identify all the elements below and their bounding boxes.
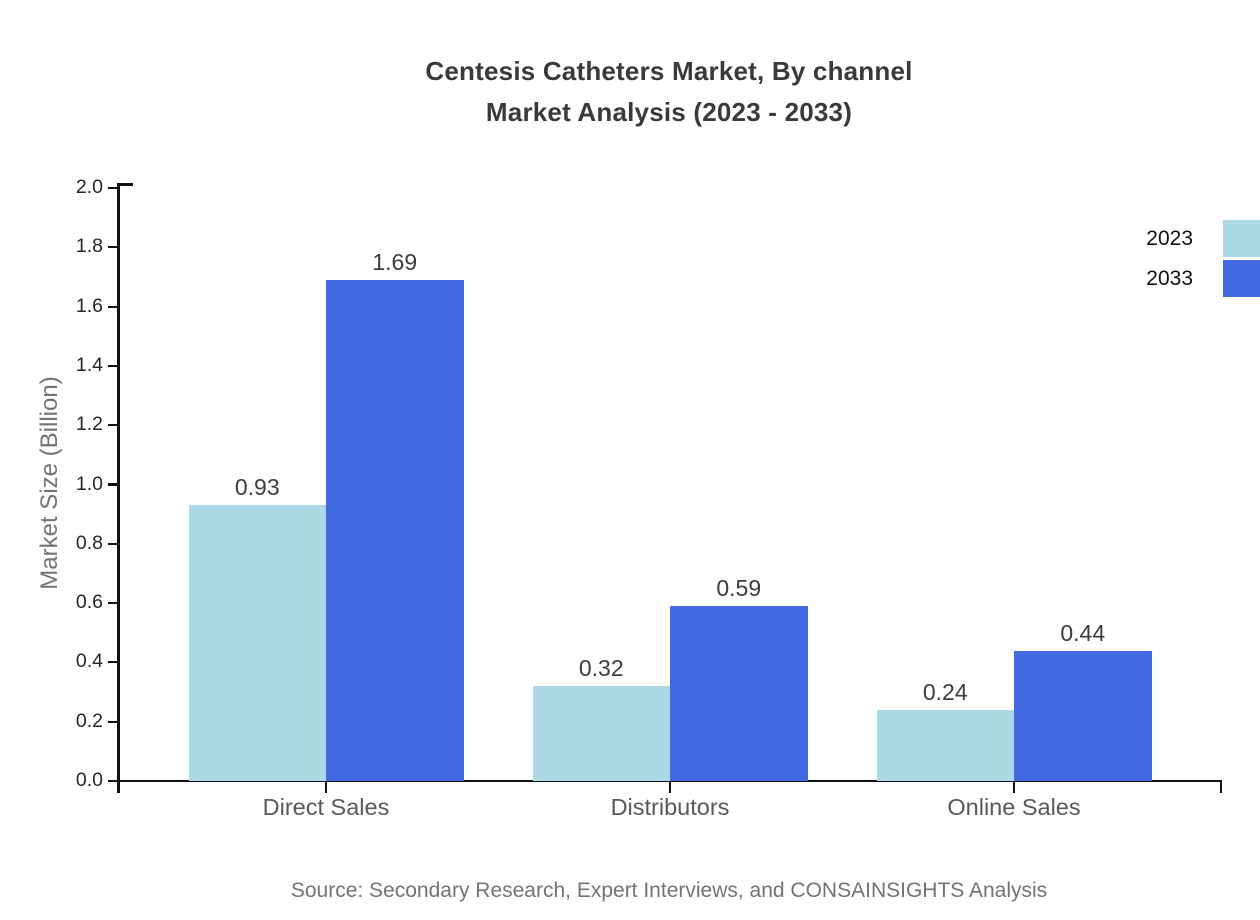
source-text: Source: Secondary Research, Expert Inter… — [290, 879, 1048, 902]
y-axis-tick-label: 1.8 — [75, 235, 103, 258]
y-axis-tick-label: 0.0 — [75, 769, 103, 791]
y-axis-tick-label: 1.6 — [75, 294, 103, 317]
y-axis-tick — [108, 305, 117, 308]
legend-label-2033: 2033 — [1146, 266, 1193, 290]
y-axis-tick — [108, 364, 117, 367]
y-axis-tick — [108, 542, 117, 545]
bar-value-label: 0.32 — [578, 655, 624, 682]
y-axis-tick — [108, 602, 117, 605]
y-axis-tick — [108, 424, 117, 427]
legend: 2023 2033 — [1146, 220, 1260, 297]
x-axis-end-cap — [1219, 779, 1222, 793]
x-category-label-direct-sales: Direct Sales — [262, 794, 390, 820]
x-axis-tick — [668, 781, 672, 793]
bar-2023-direct-sales — [188, 505, 326, 781]
y-axis-tick — [108, 483, 117, 486]
y-axis-label: Market Size (Billion) — [36, 376, 63, 590]
legend-item-2023: 2023 — [1146, 220, 1260, 257]
x-axis-line — [117, 779, 1222, 782]
y-axis-tick-label: 2.0 — [75, 176, 103, 198]
x-axis-tick — [324, 781, 328, 793]
y-axis-tick — [108, 246, 117, 249]
x-category-label-distributors: Distributors — [610, 794, 730, 820]
bar-value-label: 0.24 — [922, 678, 968, 705]
chart-title: Centesis Catheters Market, By channel Ma… — [118, 51, 1220, 133]
legend-swatch-2023 — [1223, 220, 1260, 257]
bar-2023-online-sales — [876, 709, 1014, 781]
y-axis-line — [117, 183, 120, 793]
bar-value-label: 0.59 — [716, 575, 762, 602]
x-category-label-online-sales: Online Sales — [947, 794, 1081, 820]
y-axis-tick-label: 0.4 — [75, 650, 103, 673]
y-axis-tick — [108, 186, 117, 190]
legend-swatch-2033 — [1223, 260, 1260, 297]
bar-value-label: 1.69 — [372, 248, 418, 275]
bar-2033-direct-sales — [326, 279, 464, 781]
bar-value-label: 0.93 — [234, 474, 280, 501]
bar-2033-distributors — [670, 606, 808, 781]
y-axis-tick — [108, 661, 117, 664]
chart-title-line2: Market Analysis (2023 - 2033) — [485, 97, 853, 127]
y-axis-tick — [108, 720, 117, 723]
legend-item-2033: 2033 — [1146, 260, 1260, 297]
chart-title-line1: Centesis Catheters Market, By channel — [425, 56, 913, 86]
y-axis-tick — [108, 779, 117, 783]
legend-label-2023: 2023 — [1146, 226, 1193, 250]
x-axis-tick — [1012, 781, 1016, 793]
y-axis-top-cap — [117, 183, 133, 186]
bar-2023-distributors — [532, 686, 670, 781]
bar-2033-online-sales — [1014, 650, 1152, 781]
y-axis-tick-label: 0.2 — [75, 709, 103, 732]
bar-value-label: 0.44 — [1060, 619, 1106, 646]
